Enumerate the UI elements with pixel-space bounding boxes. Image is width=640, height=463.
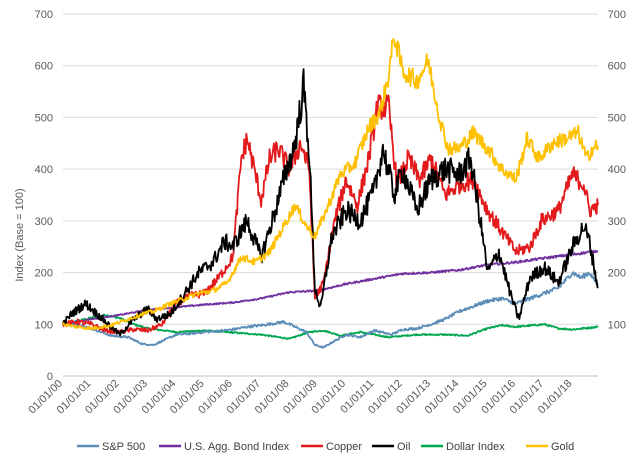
legend-label: Copper — [326, 441, 362, 453]
series-lines — [62, 38, 599, 349]
secondary-y-tick-label: 400 — [608, 164, 626, 176]
gridlines — [63, 13, 598, 325]
y-axis-right: 100 200 300 400 500 600 700 — [608, 9, 626, 331]
y-tick-label: 700 — [35, 9, 53, 21]
legend-label: Oil — [397, 441, 410, 453]
legend-label: S&P 500 — [102, 441, 145, 453]
y-tick-label: 300 — [35, 216, 53, 228]
secondary-y-tick-label: 100 — [608, 319, 626, 331]
series-line-gold — [62, 38, 599, 331]
y-axis-label: Index (Base = 100) — [14, 188, 26, 281]
secondary-y-tick-label: 600 — [608, 61, 626, 73]
secondary-y-tick-label: 700 — [608, 9, 626, 21]
legend: S&P 500 U.S. Agg. Bond Index Copper Oil Doll… — [77, 441, 574, 453]
y-tick-label: 100 — [35, 319, 53, 331]
series-line-copper — [62, 94, 599, 335]
y-axis-left: 0 100 200 300 400 500 600 700 — [35, 9, 53, 383]
secondary-y-tick-label: 200 — [608, 268, 626, 280]
y-tick-label: 400 — [35, 164, 53, 176]
secondary-y-tick-label: 300 — [608, 216, 626, 228]
legend-label: U.S. Agg. Bond Index — [184, 441, 290, 453]
y-tick-label: 0 — [47, 371, 53, 383]
y-tick-label: 500 — [35, 112, 53, 124]
legend-label: Dollar Index — [446, 441, 505, 453]
legend-label: Gold — [551, 441, 574, 453]
series-line-s-p-500 — [62, 271, 599, 349]
secondary-y-tick-label: 500 — [608, 112, 626, 124]
y-tick-label: 200 — [35, 268, 53, 280]
y-tick-label: 600 — [35, 61, 53, 73]
x-axis: 01/01/0001/01/0101/01/0201/01/0301/01/04… — [26, 375, 598, 416]
